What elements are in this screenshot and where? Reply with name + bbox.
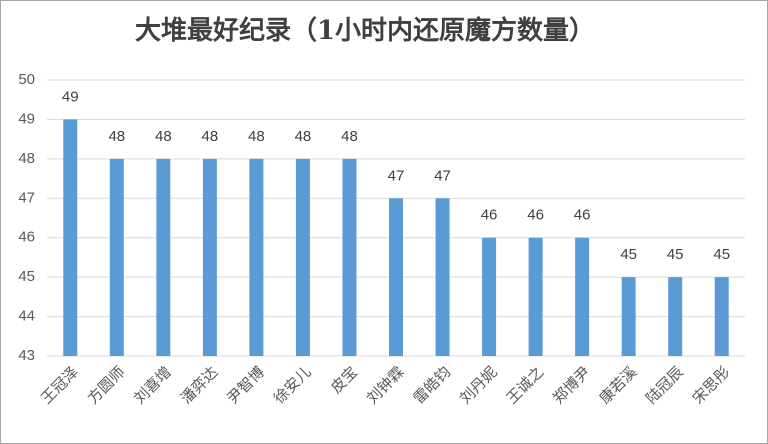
data-label: 46 — [527, 207, 544, 224]
bar — [109, 158, 124, 356]
bar — [482, 237, 497, 356]
y-tick-label: 44 — [18, 308, 35, 325]
y-tick-label: 45 — [18, 268, 35, 285]
data-label: 49 — [62, 88, 79, 105]
bar — [156, 158, 171, 356]
bar — [621, 277, 636, 356]
chart-title: 大堆最好纪录（1小时内还原魔方数量） — [135, 15, 595, 46]
bar — [575, 237, 590, 356]
data-label: 48 — [155, 128, 172, 145]
bar — [202, 158, 217, 356]
y-tick-label: 48 — [18, 150, 35, 167]
data-label: 46 — [481, 207, 498, 224]
data-label: 45 — [620, 246, 637, 263]
data-label: 48 — [108, 128, 125, 145]
data-label: 48 — [295, 128, 312, 145]
data-label: 48 — [341, 128, 358, 145]
data-label: 48 — [248, 128, 265, 145]
y-tick-label: 47 — [18, 189, 35, 206]
y-tick-label: 50 — [18, 71, 35, 88]
data-label: 47 — [434, 167, 451, 184]
bar — [668, 277, 683, 356]
data-label: 45 — [713, 246, 730, 263]
data-label: 48 — [202, 128, 219, 145]
y-tick-label: 43 — [18, 347, 35, 364]
bar — [389, 198, 403, 356]
bar — [528, 237, 543, 356]
data-label: 46 — [574, 207, 591, 224]
bar — [714, 277, 729, 356]
bar — [295, 158, 310, 356]
y-tick-label: 46 — [18, 229, 35, 246]
bar — [435, 198, 450, 356]
bar — [249, 158, 264, 356]
bar — [63, 119, 78, 356]
data-label: 47 — [388, 167, 405, 184]
y-tick-label: 49 — [18, 110, 35, 127]
bar — [342, 158, 357, 356]
data-label: 45 — [667, 246, 684, 263]
